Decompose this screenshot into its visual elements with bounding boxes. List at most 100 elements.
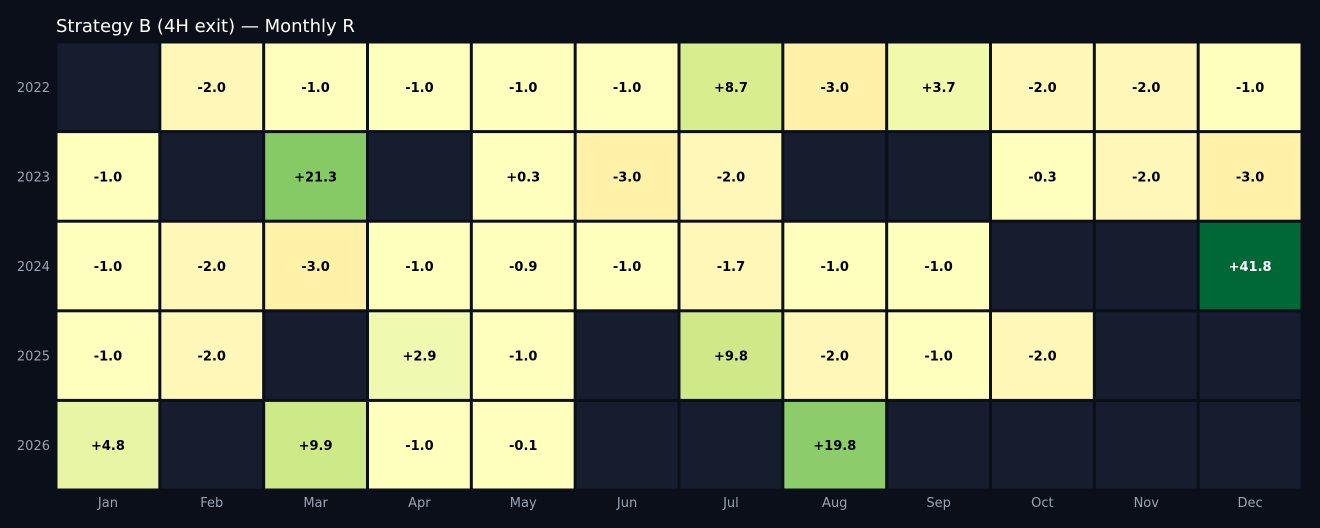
heatmap-cell-empty: [576, 312, 678, 399]
x-tick-label: Aug: [822, 496, 847, 511]
cell-value-label: -2.0: [198, 260, 226, 275]
heatmap-cell-empty: [992, 401, 1093, 489]
cell-value-label: +2.9: [402, 350, 436, 365]
cell-value-label: -1.0: [94, 170, 122, 185]
heatmap-cell: [472, 401, 574, 489]
cell-value-label: +21.3: [294, 170, 337, 185]
heatmap-cell: [57, 312, 159, 399]
cell-value-label: +9.8: [714, 350, 748, 365]
heatmap-cell: [992, 133, 1093, 220]
heatmap-cell: [265, 133, 366, 220]
cell-value-label: +4.8: [91, 439, 125, 454]
heatmap-cell: [265, 222, 366, 310]
heatmap-cell-empty: [680, 401, 782, 489]
x-tick-label: Jan: [97, 496, 118, 511]
cell-value-label: -2.0: [198, 81, 226, 96]
heatmap-cell: [265, 43, 366, 131]
cell-value-label: +41.8: [1229, 260, 1272, 275]
heatmap-cell: [57, 133, 159, 220]
cell-value-label: -3.0: [613, 170, 641, 185]
x-tick-label: Nov: [1134, 496, 1160, 511]
cell-value-label: +9.9: [299, 439, 333, 454]
cell-value-label: +0.3: [506, 170, 540, 185]
heatmap-cell: [992, 312, 1093, 399]
heatmap-cell: [784, 401, 886, 489]
heatmap-cell: [784, 43, 886, 131]
cell-value-label: +8.7: [714, 81, 748, 96]
heatmap-cell: [680, 43, 782, 131]
cell-value-label: -1.0: [613, 260, 641, 275]
heatmap-cells: -2.0 -1.0 -1.0 -1.0 -1.0 +8.7 -3.0 +3.7 -2.0 -2.0…: [57, 43, 1301, 489]
heatmap-cell: [680, 312, 782, 399]
heatmap-cell: [888, 43, 989, 131]
cell-value-label: -1.0: [405, 81, 433, 96]
cell-value-label: -2.0: [1028, 350, 1056, 365]
heatmap-cell-empty: [57, 43, 159, 131]
heatmap-cell: [472, 312, 574, 399]
heatmap-cell: [57, 222, 159, 310]
cell-value-label: -1.0: [613, 81, 641, 96]
heatmap-cell-empty: [888, 401, 989, 489]
heatmap-cell: [265, 401, 366, 489]
cell-value-label: -1.0: [924, 350, 952, 365]
cell-value-label: -2.0: [198, 350, 226, 365]
x-tick-label: Sep: [926, 496, 951, 511]
cell-value-label: -1.0: [94, 350, 122, 365]
heatmap-cell: [576, 133, 678, 220]
heatmap-cell: [472, 43, 574, 131]
heatmap-cell-empty: [1095, 312, 1197, 399]
y-tick-label: 2023: [17, 170, 50, 185]
heatmap-cell: [161, 312, 263, 399]
heatmap-cell: [472, 133, 574, 220]
cell-value-label: -1.0: [301, 81, 329, 96]
heatmap-cell: [369, 43, 470, 131]
heatmap-cell: [680, 133, 782, 220]
heatmap-cell-empty: [161, 401, 263, 489]
cell-value-label: -1.0: [405, 260, 433, 275]
x-axis-ticks: Jan Feb Mar Apr May Jun Jul Aug Sep Oct Nov Dec: [97, 496, 1263, 511]
heatmap-cell: [57, 401, 159, 489]
heatmap-cell-empty: [1095, 222, 1197, 310]
heatmap-cell: [680, 222, 782, 310]
x-tick-label: Mar: [303, 496, 328, 511]
x-tick-label: Oct: [1031, 496, 1053, 511]
cell-value-label: -1.0: [821, 260, 849, 275]
x-tick-label: Apr: [408, 496, 431, 511]
heatmap-cell-empty: [992, 222, 1093, 310]
heatmap-cell: [784, 222, 886, 310]
heatmap-cell: [992, 43, 1093, 131]
heatmap-cell: [888, 312, 989, 399]
y-axis-ticks: 2022 2023 2024 2025 2026: [17, 81, 50, 454]
cell-value-label: -0.9: [509, 260, 537, 275]
heatmap-cell: [161, 43, 263, 131]
cell-value-label: -0.1: [509, 439, 537, 454]
heatmap-cell: [784, 312, 886, 399]
heatmap-cell-empty: [1095, 401, 1197, 489]
heatmap-cell: [369, 312, 470, 399]
heatmap-cell-empty: [161, 133, 263, 220]
cell-value-label: -1.0: [94, 260, 122, 275]
cell-value-label: -0.3: [1028, 170, 1056, 185]
cell-value-label: -2.0: [1132, 81, 1160, 96]
heatmap-cell: [472, 222, 574, 310]
y-tick-label: 2026: [17, 439, 50, 454]
cell-value-label: -2.0: [717, 170, 745, 185]
heatmap-cell: [1095, 133, 1197, 220]
heatmap-cell: [888, 222, 989, 310]
heatmap-cell-empty: [265, 312, 366, 399]
y-tick-label: 2024: [17, 260, 50, 275]
heatmap-cell: [369, 401, 470, 489]
cell-value-label: -1.0: [1236, 81, 1264, 96]
cell-value-label: -1.0: [405, 439, 433, 454]
heatmap-cell: [1199, 43, 1301, 131]
cell-value-label: -3.0: [1236, 170, 1264, 185]
heatmap-cell: [576, 222, 678, 310]
cell-value-label: -1.0: [509, 81, 537, 96]
heatmap-cell-empty: [369, 133, 470, 220]
heatmap-cell-empty: [888, 133, 989, 220]
chart-title: Strategy B (4H exit) — Monthly R: [56, 16, 355, 37]
cell-value-label: -3.0: [301, 260, 329, 275]
heatmap-cell: [1095, 43, 1197, 131]
heatmap-cell: [1199, 133, 1301, 220]
